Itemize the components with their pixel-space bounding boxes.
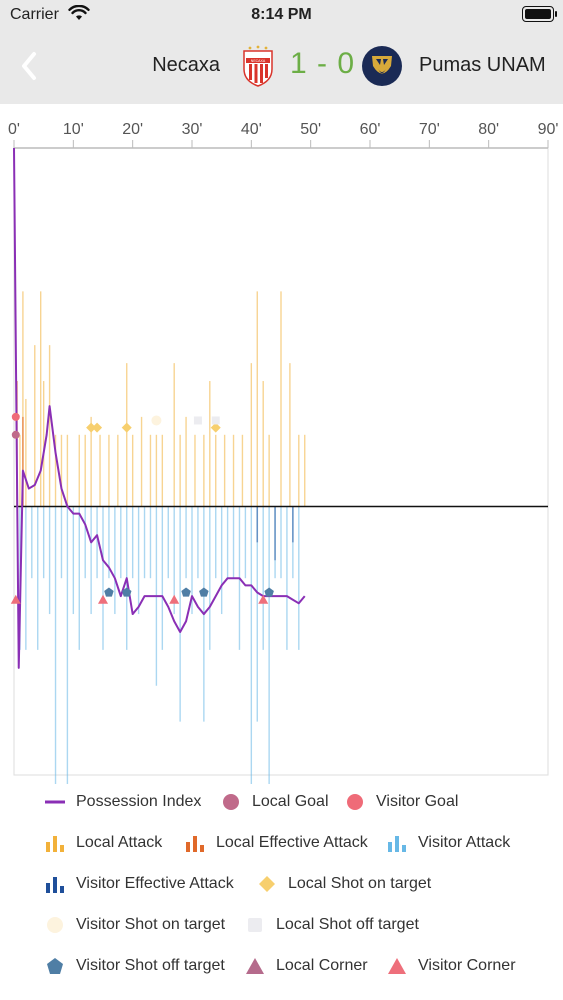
- legend-item-visitor-goal: Visitor Goal: [344, 792, 458, 812]
- bars-icon: [44, 833, 66, 853]
- bars-icon: [44, 874, 66, 894]
- visitor-corner-marker: [169, 594, 180, 604]
- x-tick-label: 30': [182, 121, 203, 138]
- x-tick-label: 90': [538, 121, 559, 138]
- local-shot-on-target-marker: [121, 422, 132, 433]
- legend-item-visitor-shot-on-target: Visitor Shot on target: [44, 915, 225, 935]
- circle-icon: [44, 915, 66, 935]
- legend-label: Visitor Effective Attack: [76, 875, 234, 892]
- status-bar: Carrier 8:14 PM: [0, 0, 563, 30]
- visitor-shot-off-target-marker: [181, 587, 191, 597]
- line-icon: [44, 792, 66, 812]
- legend-item-visitor-attack: Visitor Attack: [386, 833, 510, 853]
- triangle-icon: [386, 956, 408, 976]
- possession-index-line: [13, 147, 306, 669]
- x-tick-label: 70': [419, 121, 440, 138]
- local-shot-on-target-marker: [92, 422, 103, 433]
- legend-label: Visitor Shot on target: [76, 916, 226, 933]
- legend-item-visitor-effective-attack: Visitor Effective Attack: [44, 874, 234, 894]
- visitor-team-name: Pumas UNAM: [419, 54, 546, 76]
- bars-icon: [184, 833, 206, 853]
- x-tick-label: 20': [122, 121, 143, 138]
- legend-label: Local Shot on target: [288, 875, 432, 892]
- local-shot-on-target-marker: [86, 422, 97, 433]
- local-goal-marker: [11, 430, 20, 439]
- visitor-corner-marker: [10, 594, 21, 604]
- visitor-shot-off-target-marker: [264, 587, 274, 597]
- legend-label: Local Goal: [252, 793, 329, 810]
- visitor-shot-on-target-marker: [151, 415, 162, 426]
- puma-crest-icon: [362, 46, 402, 86]
- wifi-icon: [68, 4, 90, 26]
- visitor-corner-marker: [258, 594, 269, 604]
- square-icon: [244, 915, 266, 935]
- x-tick-label: 60': [360, 121, 381, 138]
- legend-label: Local Corner: [276, 957, 368, 974]
- legend-item-local-shot-off-target: Local Shot off target: [244, 915, 419, 935]
- chevron-left-icon: [22, 52, 36, 80]
- legend-label: Local Shot off target: [276, 916, 419, 933]
- circle-icon: [220, 792, 242, 812]
- legend-label: Local Effective Attack: [216, 834, 368, 851]
- legend-item-visitor-shot-off-target: Visitor Shot off target: [44, 956, 225, 976]
- x-tick-label: 50': [300, 121, 321, 138]
- legend-item-local-attack: Local Attack: [44, 833, 162, 853]
- legend-item-local-shot-on-target: Local Shot on target: [256, 874, 431, 894]
- legend-label: Visitor Corner: [418, 957, 516, 974]
- local-shot-on-target-marker: [210, 422, 221, 433]
- x-tick-label: 40': [241, 121, 262, 138]
- back-button[interactable]: [16, 48, 46, 84]
- legend-item-possession: Possession Index: [44, 792, 201, 812]
- bars-icon: [386, 833, 408, 853]
- pentagon-icon: [44, 956, 66, 976]
- match-score: 1 - 0: [290, 47, 356, 80]
- x-tick-label: 0': [8, 121, 20, 138]
- visitor-goal-marker: [11, 412, 20, 421]
- chart-legend: Possession Index Local Goal Visitor Goal Lo…: [0, 784, 563, 1000]
- visitor-shot-off-target-marker: [104, 587, 114, 597]
- legend-item-local-effective-attack: Local Effective Attack: [184, 833, 368, 853]
- x-tick-label: 80': [478, 121, 499, 138]
- legend-label: Visitor Shot off target: [76, 957, 225, 974]
- battery-icon: [522, 6, 557, 22]
- carrier-label: Carrier: [10, 6, 59, 23]
- possession-chart: 0' 10' 20' 30' 40' 50' 60' 70' 80' 90': [0, 104, 563, 865]
- local-team-name: Necaxa: [152, 54, 220, 76]
- visitor-shot-off-target-marker: [199, 587, 209, 597]
- legend-item-visitor-corner: Visitor Corner: [386, 956, 516, 976]
- legend-label: Visitor Attack: [418, 834, 511, 851]
- legend-label: Visitor Goal: [376, 793, 459, 810]
- necaxa-crest-text: NECAXA: [251, 59, 266, 63]
- triangle-icon: [244, 956, 266, 976]
- local-shot-off-target-marker: [193, 416, 202, 425]
- local-shot-off-target-marker: [211, 416, 220, 425]
- visitor-shot-off-target-marker: [121, 587, 132, 597]
- chart-svg: 0' 10' 20' 30' 40' 50' 60' 70' 80' 90': [8, 121, 559, 865]
- circle-icon: [344, 792, 366, 812]
- legend-item-local-goal: Local Goal: [220, 792, 329, 812]
- diamond-icon: [256, 874, 278, 894]
- legend-label: Local Attack: [76, 834, 163, 851]
- legend-item-local-corner: Local Corner: [244, 956, 368, 976]
- necaxa-crest-icon: NECAXA: [243, 45, 273, 87]
- visitor-corner-marker: [98, 594, 108, 604]
- legend-label: Possession Index: [76, 793, 202, 810]
- x-tick-label: 10': [63, 121, 84, 138]
- match-header: Necaxa NECAXA 1 - 0 Pumas UNAM: [0, 30, 563, 104]
- status-time: 8:14 PM: [251, 6, 312, 23]
